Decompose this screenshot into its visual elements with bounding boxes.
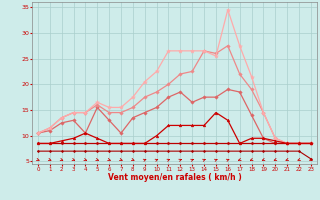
- X-axis label: Vent moyen/en rafales ( km/h ): Vent moyen/en rafales ( km/h ): [108, 173, 241, 182]
